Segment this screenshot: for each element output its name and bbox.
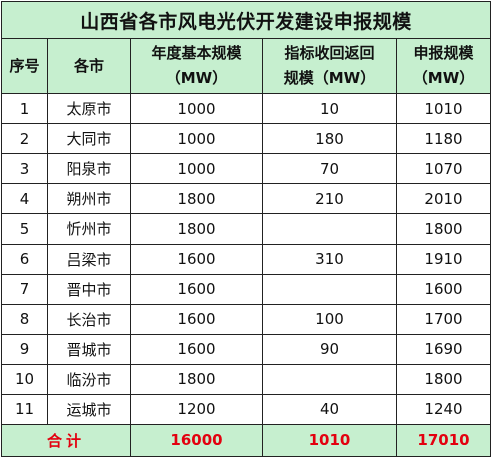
cell-seq: 8 xyxy=(1,303,48,335)
cell-base: 1600 xyxy=(130,303,263,335)
cell-applied: 1910 xyxy=(395,243,491,275)
cell-seq: 10 xyxy=(1,363,48,395)
total-returned: 1010 xyxy=(262,423,397,458)
header-applied: 申报规模 （MW） xyxy=(395,38,491,95)
cell-returned: 70 xyxy=(262,153,397,185)
table-row: 10 临汾市 1800 1800 xyxy=(1,363,491,395)
cell-returned xyxy=(262,363,397,395)
table-row: 4 朔州市 1800 210 2010 xyxy=(1,183,491,215)
cell-returned: 40 xyxy=(262,393,397,425)
cell-applied: 1010 xyxy=(395,93,491,125)
cell-city: 吕梁市 xyxy=(47,243,131,275)
cell-seq: 1 xyxy=(1,93,48,125)
cell-applied: 1800 xyxy=(395,363,491,395)
cell-city: 太原市 xyxy=(47,93,131,125)
title-row: 山西省各市风电光伏开发建设申报规模 xyxy=(0,0,491,40)
header-base-line1: 年度基本规模 xyxy=(151,44,242,63)
cell-seq: 3 xyxy=(1,153,48,185)
cell-applied: 1180 xyxy=(395,123,491,155)
total-label: 合计 xyxy=(1,423,131,458)
table-row: 7 晋中市 1600 1600 xyxy=(1,273,491,305)
cell-seq: 11 xyxy=(1,393,48,425)
cell-applied: 1240 xyxy=(395,393,491,425)
table-title: 山西省各市风电光伏开发建设申报规模 xyxy=(0,0,491,40)
cell-base: 1800 xyxy=(130,363,263,395)
cell-city: 运城市 xyxy=(47,393,131,425)
cell-returned: 90 xyxy=(262,333,397,365)
header-seq: 序号 xyxy=(1,38,48,95)
cell-applied: 2010 xyxy=(395,183,491,215)
table-row: 9 晋城市 1600 90 1690 xyxy=(1,333,491,365)
cell-seq: 4 xyxy=(1,183,48,215)
cell-seq: 5 xyxy=(1,213,48,245)
cell-city: 大同市 xyxy=(47,123,131,155)
table-row: 8 长治市 1600 100 1700 xyxy=(1,303,491,335)
cell-returned: 180 xyxy=(262,123,397,155)
cell-returned: 210 xyxy=(262,183,397,215)
header-applied-line2: （MW） xyxy=(412,69,475,88)
total-applied: 17010 xyxy=(395,423,491,458)
cell-city: 长治市 xyxy=(47,303,131,335)
cell-seq: 9 xyxy=(1,333,48,365)
table-row: 11 运城市 1200 40 1240 xyxy=(1,393,491,425)
table-row: 2 大同市 1000 180 1180 xyxy=(1,123,491,155)
header-returned-line1: 指标收回返回 xyxy=(284,44,375,63)
cell-base: 1200 xyxy=(130,393,263,425)
header-row: 序号 各市 年度基本规模 （MW） 指标收回返回 规模（MW） 申报规模 （MW… xyxy=(1,38,491,95)
cell-base: 1600 xyxy=(130,273,263,305)
cell-applied: 1690 xyxy=(395,333,491,365)
cell-base: 1600 xyxy=(130,333,263,365)
cell-city: 临汾市 xyxy=(47,363,131,395)
cell-returned: 310 xyxy=(262,243,397,275)
cell-base: 1800 xyxy=(130,183,263,215)
cell-city: 晋城市 xyxy=(47,333,131,365)
cell-city: 晋中市 xyxy=(47,273,131,305)
cell-returned: 10 xyxy=(262,93,397,125)
cell-base: 1000 xyxy=(130,153,263,185)
cell-returned xyxy=(262,273,397,305)
cell-base: 1000 xyxy=(130,93,263,125)
cell-base: 1600 xyxy=(130,243,263,275)
cell-returned xyxy=(262,213,397,245)
header-base: 年度基本规模 （MW） xyxy=(130,38,263,95)
table-row: 3 阳泉市 1000 70 1070 xyxy=(1,153,491,185)
header-applied-line1: 申报规模 xyxy=(413,44,474,63)
cell-applied: 1070 xyxy=(395,153,491,185)
cell-city: 阳泉市 xyxy=(47,153,131,185)
table-body: 1 太原市 1000 10 1010 2 大同市 1000 180 1180 3 阳泉市 1000 70 1… xyxy=(1,93,491,425)
header-returned-line2: 规模（MW） xyxy=(283,69,376,88)
table-row: 6 吕梁市 1600 310 1910 xyxy=(1,243,491,275)
cell-base: 1000 xyxy=(130,123,263,155)
header-base-line2: （MW） xyxy=(165,69,228,88)
cell-base: 1800 xyxy=(130,213,263,245)
table-row: 5 忻州市 1800 1800 xyxy=(1,213,491,245)
cell-seq: 6 xyxy=(1,243,48,275)
header-returned: 指标收回返回 规模（MW） xyxy=(262,38,397,95)
cell-city: 忻州市 xyxy=(47,213,131,245)
cell-applied: 1700 xyxy=(395,303,491,335)
cell-seq: 7 xyxy=(1,273,48,305)
cell-returned: 100 xyxy=(262,303,397,335)
cell-city: 朔州市 xyxy=(47,183,131,215)
cell-applied: 1600 xyxy=(395,273,491,305)
table-row: 1 太原市 1000 10 1010 xyxy=(1,93,491,125)
cell-applied: 1800 xyxy=(395,213,491,245)
total-row: 合计 16000 1010 17010 xyxy=(1,423,491,458)
header-city: 各市 xyxy=(47,38,131,95)
total-base: 16000 xyxy=(130,423,263,458)
cell-seq: 2 xyxy=(1,123,48,155)
